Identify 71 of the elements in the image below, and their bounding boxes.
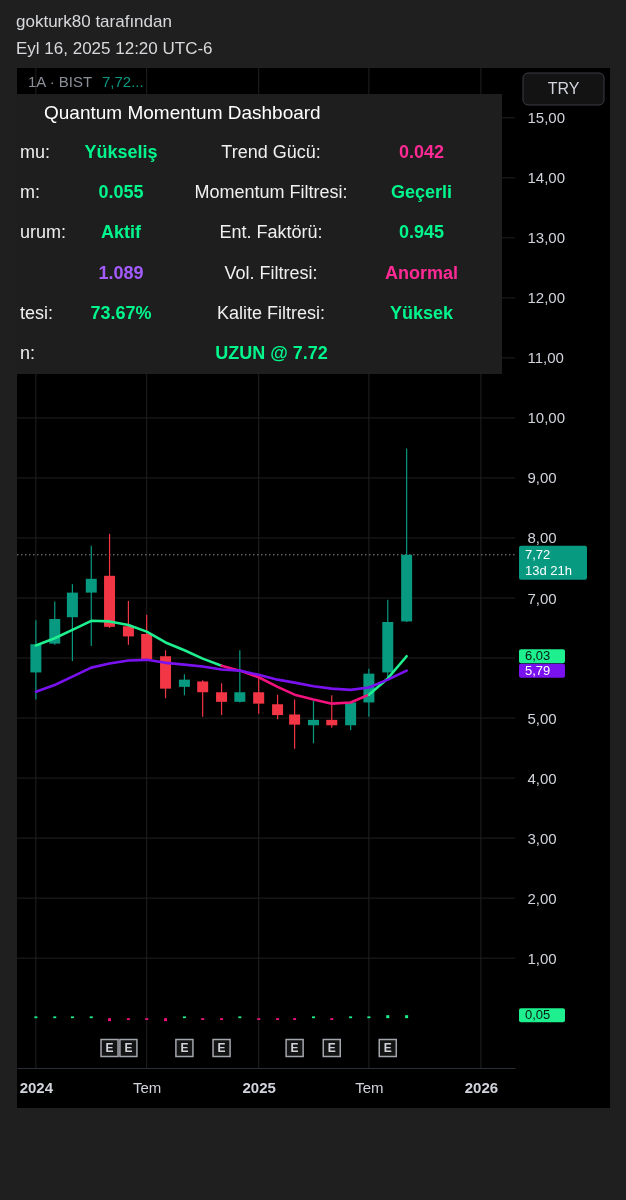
annotation: 7,72...	[102, 73, 144, 90]
y-tick-label: 11,00	[527, 349, 564, 367]
annotation: Ent. Faktörü:	[219, 222, 323, 243]
y-tick-label: 4,00	[527, 769, 557, 787]
annotation: E	[217, 1041, 226, 1055]
candlestick	[178, 673, 190, 696]
line-series	[34, 658, 408, 693]
candlestick	[122, 600, 134, 646]
y-tick-label: 7,00	[527, 589, 557, 607]
annotation: Yüksek	[389, 302, 455, 323]
candlestick	[307, 700, 319, 744]
y-tick-label: 14,00	[527, 169, 566, 187]
x-tick-label: Tem	[133, 1078, 162, 1096]
candlestick	[345, 700, 357, 731]
text: 0,05	[525, 1007, 551, 1023]
annotation: E	[290, 1041, 299, 1055]
candlestick	[234, 649, 246, 704]
text: 13d 21h	[525, 562, 572, 578]
annotation: mu:	[20, 142, 51, 162]
annotation: E	[383, 1041, 392, 1055]
annotation: 0.055	[98, 182, 144, 203]
annotation: 0.945	[398, 222, 445, 243]
candlestick	[85, 545, 97, 647]
candlestick	[253, 677, 265, 715]
annotation: E	[180, 1041, 189, 1055]
annotation: Trend Gücü:	[221, 142, 321, 162]
annotation: 73.67%	[90, 302, 152, 323]
annotation: Quantum Momentum Dashboard	[44, 102, 321, 123]
chart-subtitle: Eyl 16, 2025 12:20 UTC-6	[16, 39, 213, 58]
candlestick	[289, 698, 301, 750]
annotation: Kalite Filtresi:	[216, 302, 326, 323]
annotation: 0.042	[398, 142, 445, 162]
x-tick-label: 2026	[464, 1078, 499, 1096]
annotation: urum:	[20, 222, 67, 243]
y-tick-label: 9,00	[527, 469, 557, 487]
y-tick-label: 5,00	[527, 709, 557, 727]
y-tick-label: 2,00	[527, 889, 557, 907]
annotation: Aktif	[101, 222, 142, 243]
annotation: 1A · BIST	[28, 73, 93, 90]
x-tick-label: 2024	[19, 1078, 54, 1096]
annotation: m:	[20, 182, 40, 203]
y-tick-label: 13,00	[527, 229, 566, 247]
x-tick-label: Tem	[355, 1078, 384, 1096]
annotation: Momentum Filtresi:	[194, 182, 348, 203]
x-tick-label: 2025	[242, 1078, 276, 1096]
y-axis-title: TRY	[547, 80, 580, 97]
y-tick-label: 15,00	[527, 109, 566, 127]
text: 5,79	[525, 662, 551, 678]
candlestick	[216, 682, 228, 716]
ref-line-label: 7,72	[525, 546, 551, 562]
text: 6,03	[525, 648, 551, 664]
annotation: n:	[20, 343, 36, 363]
chart-title: gokturk80 tarafından	[16, 12, 172, 31]
y-tick-label: 10,00	[527, 409, 566, 427]
annotation: Vol. Filtresi:	[224, 262, 318, 283]
annotation: Yükseliş	[84, 142, 158, 162]
annotation: UZUN @ 7.72	[215, 343, 328, 363]
annotation: tesi:	[20, 302, 54, 323]
y-tick-label: 1,00	[527, 949, 557, 967]
candlestick	[272, 694, 284, 720]
y-tick-label: 12,00	[527, 289, 566, 307]
candlestick	[326, 694, 338, 729]
annotation: Anormal	[384, 262, 459, 283]
annotation: E	[105, 1041, 114, 1055]
y-tick-label: 8,00	[527, 529, 557, 547]
annotation: E	[124, 1041, 133, 1055]
annotation: E	[327, 1041, 336, 1055]
annotation: Geçerli	[390, 182, 453, 203]
candlestick	[197, 679, 209, 718]
annotation: 1.089	[98, 262, 144, 283]
y-tick-label: 3,00	[527, 829, 557, 847]
